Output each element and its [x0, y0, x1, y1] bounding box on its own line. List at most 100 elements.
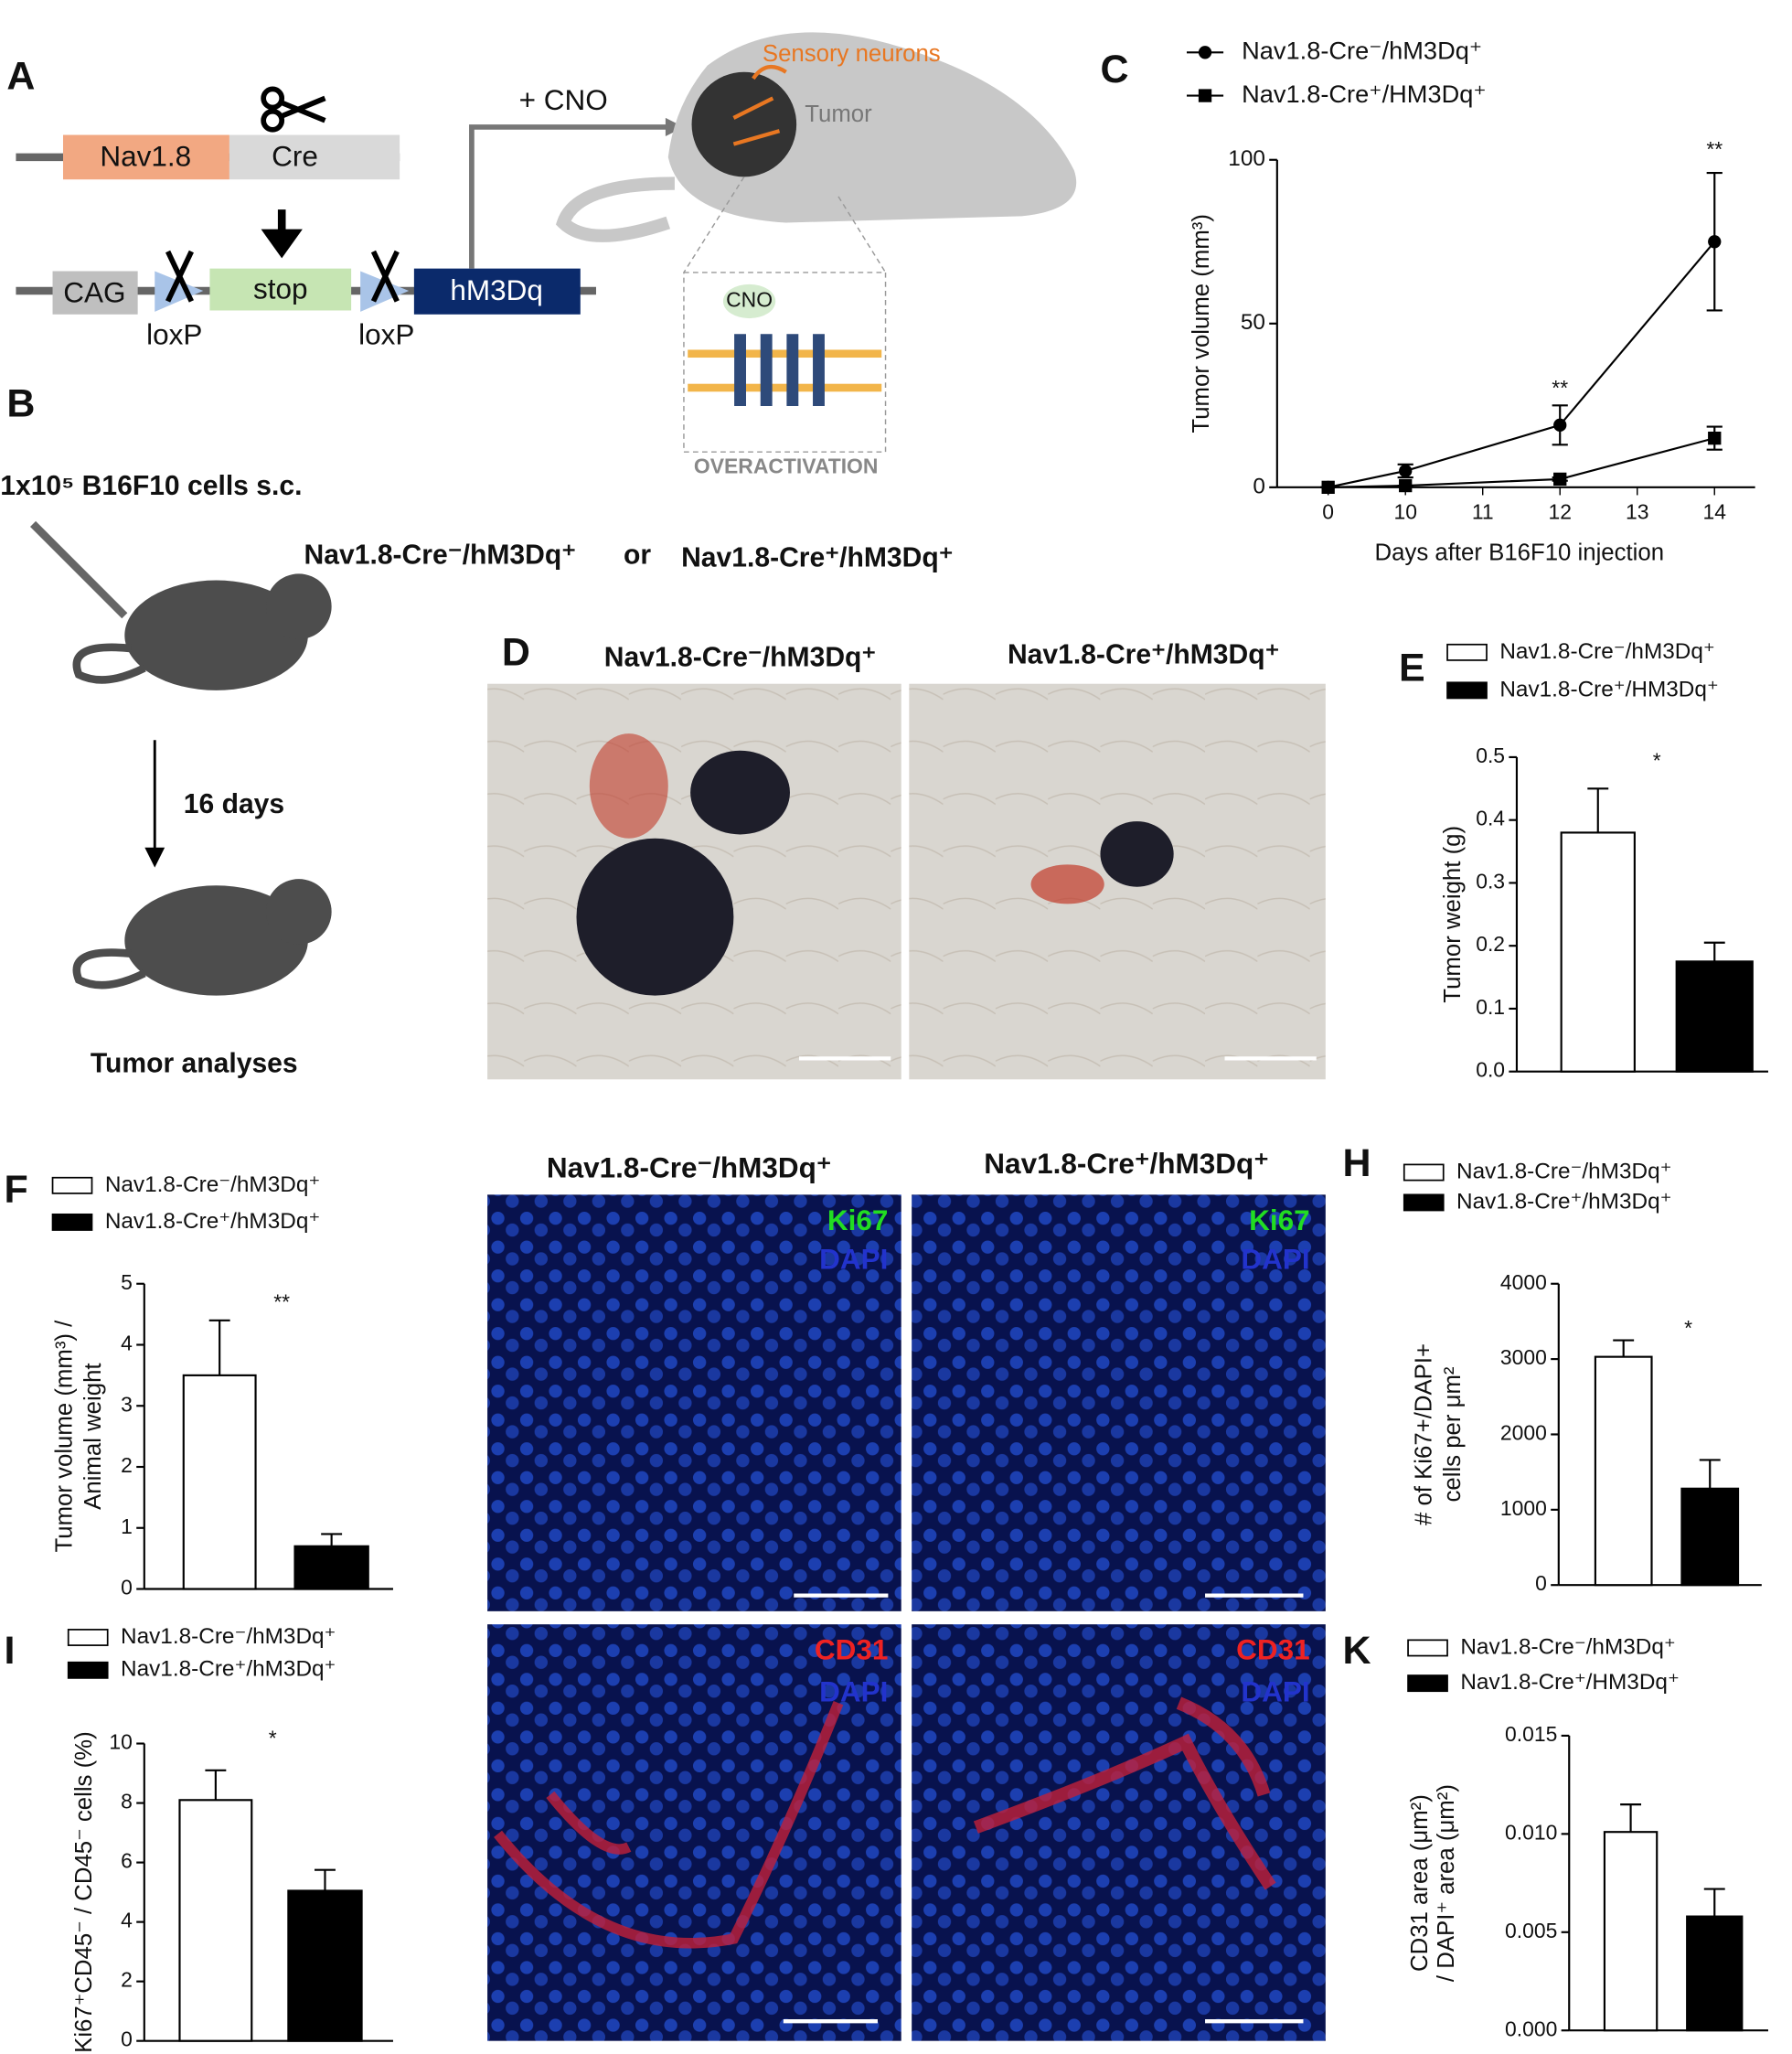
- annotation: *: [269, 1726, 277, 1749]
- legend-swatch: [1403, 1163, 1445, 1182]
- micrograph-title: Nav1.8-Cre⁺/hM3Dq⁺: [984, 1147, 1269, 1180]
- stop-label: stop: [253, 272, 308, 305]
- legend-label: Nav1.8-Cre⁻/hM3Dq⁺: [1499, 639, 1714, 664]
- group-label: Nav1.8-Cre⁺/hM3Dq⁺: [681, 543, 954, 573]
- y-tick-label: 2000: [1500, 1421, 1547, 1445]
- loxp-site: [155, 271, 204, 312]
- legend-swatch: [1407, 1674, 1448, 1693]
- stain-label: DAPI: [819, 1674, 888, 1707]
- y-tick-label: 3: [121, 1392, 133, 1416]
- y-axis-label: / DAPI⁺ area (μm²): [1434, 1784, 1459, 1982]
- y-tick-label: 0: [1535, 1571, 1547, 1595]
- y-tick-label: 5: [121, 1270, 133, 1294]
- y-tick-label: 0: [121, 1576, 133, 1599]
- x-tick-label: 14: [1703, 500, 1727, 524]
- gene-box: [229, 134, 400, 180]
- endpoint-label: Tumor analyses: [91, 1048, 298, 1078]
- bar: [287, 1889, 363, 2042]
- data-point: [1399, 464, 1413, 478]
- error-bar: [208, 1319, 230, 1375]
- y-axis-label: Ki67⁺CD45⁻ / CD45⁻ cells (%): [71, 1731, 97, 2053]
- legend-swatch: [1407, 1639, 1448, 1657]
- bar: [1594, 1355, 1653, 1587]
- legend-label: Nav1.8-Cre⁺/hM3Dq⁺: [1456, 1189, 1671, 1214]
- y-tick-label: 0: [1253, 474, 1265, 498]
- arrow: [469, 124, 668, 269]
- annotation: **: [1706, 137, 1723, 161]
- y-axis-label: cells per μm²: [1440, 1366, 1466, 1502]
- y-tick-label: 100: [1228, 146, 1265, 171]
- y-tick-label: 3000: [1500, 1345, 1547, 1369]
- y-tick-label: 8: [121, 1790, 133, 1813]
- legend-label: Nav1.8-Cre⁺/hM3Dq⁺: [121, 1657, 336, 1682]
- bar: [1686, 1915, 1744, 2032]
- legend-label: Nav1.8-Cre⁺/hM3Dq⁺: [105, 1209, 320, 1234]
- loxp-label: loxP: [358, 317, 414, 350]
- y-tick-label: 50: [1241, 310, 1265, 335]
- stain-label: Ki67: [1249, 1204, 1310, 1236]
- treatment-label: + CNO: [519, 83, 608, 116]
- error-bar: [321, 1533, 343, 1546]
- legend-label: Nav1.8-Cre⁺/HM3Dq⁺: [1460, 1670, 1679, 1695]
- annotation: *: [1653, 749, 1661, 773]
- y-axis-label: Tumor volume (mm³) /: [52, 1320, 78, 1553]
- data-point: [1553, 472, 1567, 487]
- y-axis-label: Tumor volume (mm³): [1189, 214, 1214, 433]
- bar: [1675, 960, 1754, 1073]
- stop-box: [209, 268, 352, 311]
- bar: [1560, 831, 1636, 1073]
- panel-label: B: [6, 381, 35, 425]
- protocol: 1x10⁵ B16F10 cells s.c. Nav1.8-Cre⁻/hM3D…: [0, 471, 953, 1079]
- error-bar: [315, 1868, 336, 1891]
- panel-label: I: [5, 1629, 16, 1673]
- neuron-label: Sensory neurons: [763, 41, 941, 67]
- error-bar: [1699, 1459, 1721, 1489]
- arrow: [261, 209, 303, 259]
- loxp-label: loxP: [146, 317, 202, 350]
- annotation: *: [1684, 1316, 1692, 1340]
- legend-swatch: [67, 1661, 109, 1679]
- or-label: or: [624, 540, 651, 571]
- panel-label: H: [1342, 1141, 1371, 1185]
- y-tick-label: 2: [121, 1453, 133, 1477]
- bar: [1680, 1487, 1740, 1587]
- legend-label: Nav1.8-Cre⁻/hM3Dq⁺: [1456, 1159, 1671, 1183]
- mouse-illustration: Sensory neurons Tumor CNO OVERACTIVATION: [555, 32, 1077, 477]
- x-tick-label: 11: [1472, 500, 1494, 524]
- gene-label: Nav1.8: [100, 140, 191, 173]
- data-point: [1708, 431, 1722, 445]
- legend-swatch: [1446, 681, 1488, 700]
- error-bar: [1587, 787, 1609, 833]
- y-tick-label: 10: [109, 1730, 132, 1754]
- bar: [178, 1799, 253, 2042]
- loxp-site: [360, 271, 410, 312]
- photo-title: Nav1.8-Cre⁺/hM3Dq⁺: [1008, 640, 1280, 670]
- photo-panel: Nav1.8-Cre⁻/hM3Dq⁺ Nav1.8-Cre⁺/hM3Dq⁺: [487, 640, 1326, 1080]
- stain-label: DAPI: [819, 1243, 888, 1276]
- y-axis-label: Tumor weight (g): [1440, 826, 1466, 1003]
- legend-swatch: [1446, 643, 1488, 661]
- legend-marker: [1198, 89, 1212, 102]
- legend-label: Nav1.8-Cre⁻/hM3Dq⁺: [1460, 1634, 1675, 1659]
- promoter-label: CAG: [63, 276, 125, 309]
- y-tick-label: 6: [121, 1849, 133, 1873]
- y-tick-label: 0.015: [1505, 1722, 1557, 1746]
- legend-label: Nav1.8-Cre⁺/HM3Dq⁺: [1242, 80, 1487, 108]
- gene-label: Cre: [272, 140, 318, 173]
- y-tick-label: 0.005: [1505, 1919, 1557, 1942]
- legend-swatch: [67, 1629, 109, 1646]
- panel-label: C: [1100, 48, 1128, 91]
- receptor-box: [413, 268, 581, 315]
- data-point: [1553, 418, 1567, 432]
- legend-swatch: [51, 1213, 93, 1231]
- bar: [1603, 1831, 1659, 2032]
- stain-label: Ki67: [827, 1204, 889, 1236]
- y-tick-label: 0.000: [1505, 2017, 1557, 2040]
- y-tick-label: 0.3: [1476, 869, 1505, 893]
- tumor-label: Tumor: [805, 102, 872, 127]
- y-axis-label: CD31 area (μm²): [1407, 1794, 1433, 1972]
- y-tick-label: 0: [121, 2027, 133, 2051]
- panel-label: E: [1399, 647, 1425, 690]
- y-tick-label: 4000: [1500, 1270, 1547, 1294]
